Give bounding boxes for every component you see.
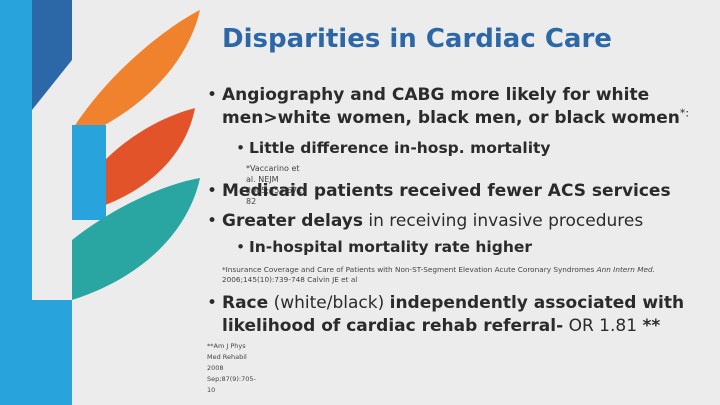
bullet-race: • Race (white/black) independently associ… [207, 292, 717, 338]
bullet-race-paren: (white/black) [268, 293, 390, 313]
teal-leaf-lower [72, 178, 200, 300]
dark-blue-wedge [32, 0, 72, 110]
reference-am-j-phys: **Am J Phys Med Rehabil 2008 Sep;87(9):7… [207, 342, 256, 394]
bullet-icon: • [207, 85, 218, 105]
inner-blue-block [72, 125, 106, 220]
bullet-icon: • [236, 139, 246, 157]
bullet-icon: • [236, 238, 246, 256]
sub-bullet-in-hospital-text: In-hospital mortality rate higher [249, 238, 533, 256]
bullet-race-bold: Race [222, 293, 269, 313]
decorative-leaf-graphic [0, 0, 200, 405]
bullet-delays-bold: Greater delays [222, 211, 363, 231]
reference-calvin-journal: Ann Intern Med. [594, 265, 655, 274]
sub-bullet-mortality-text: Little difference in-hosp. mortality [249, 139, 551, 157]
slide-title: Disparities in Cardiac Care [222, 24, 612, 54]
bullet-medicaid-text: Medicaid patients received fewer ACS ser… [222, 181, 671, 201]
bullet-angiography-text: Angiography and CABG more likely for whi… [222, 85, 680, 128]
reference-vaccarino: *Vaccarino et al. NEJM 2005;353:671-82 [246, 164, 306, 206]
sub-bullet-mortality: • Little difference in-hosp. mortality [236, 138, 709, 158]
orange-leaf-upper [72, 10, 200, 140]
bullet-race-odds-ratio: OR 1.81 [563, 316, 643, 336]
bullet-icon: • [207, 293, 218, 313]
reference-calvin-citation: 2006;145(10):739-748 Calvin JE et al [222, 275, 358, 284]
bullet-icon: • [207, 181, 218, 201]
reference-calvin-title: *Insurance Coverage and Care of Patients… [222, 265, 595, 274]
sub-bullet-in-hospital: • In-hospital mortality rate higher [236, 237, 709, 257]
bullet-delays: • Greater delays in receiving invasive pr… [207, 210, 717, 233]
footnote-marker: *: [679, 106, 690, 120]
reference-calvin: *Insurance Coverage and Care of Patients… [222, 265, 692, 285]
bullet-medicaid: • Medicaid patients received fewer ACS se… [207, 180, 717, 203]
bullet-delays-rest: in receiving invasive procedures [362, 211, 644, 231]
left-blue-strip [0, 0, 32, 405]
bottom-blue-block [32, 300, 72, 405]
bullet-race-footnote: ** [642, 316, 661, 336]
bullet-race-association: independently associated with likelihood… [222, 293, 685, 336]
bullet-icon: • [207, 211, 218, 231]
bullet-angiography: • Angiography and CABG more likely for wh… [207, 84, 717, 130]
